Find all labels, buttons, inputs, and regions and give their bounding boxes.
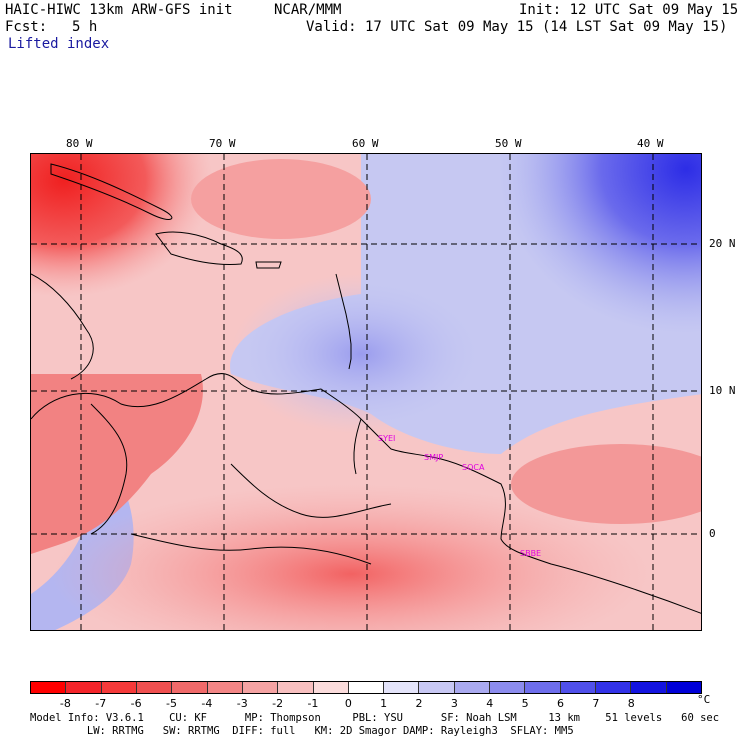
model-info-line1: Model Info: V3.6.1 CU: KF MP: Thompson P…: [30, 712, 720, 724]
colorbar-swatch: [348, 682, 385, 693]
colorbar-tick-label: 0: [344, 697, 352, 710]
colorbar-tick-label: -5: [165, 697, 177, 710]
border-venezuela-guyana: [353, 418, 362, 475]
colorbar-swatch: [419, 682, 455, 693]
colorbar-tick-label: -8: [59, 697, 71, 710]
colorbar-tick-label: 1: [380, 697, 388, 710]
colorbar-swatch: [596, 682, 632, 693]
init-time: Init: 12 UTC Sat 09 May 15: [519, 2, 739, 18]
colorbar-swatch: [560, 682, 596, 693]
colorbar-tick-label: -6: [130, 697, 142, 710]
colorbar-swatch: [313, 682, 349, 693]
organization: NCAR/MMM: [274, 2, 342, 18]
colorbar-tick-label: 8: [627, 697, 635, 710]
model-info-line2: LW: RRTMG SW: RRTMG DIFF: full KM: 2D Sm…: [30, 725, 574, 737]
colorbar-swatch: [66, 682, 102, 693]
station-soca: SOCA: [462, 463, 485, 472]
station-syei: SYEI: [378, 434, 395, 443]
colorbar-swatch: [207, 682, 243, 693]
colorbar-swatch: [454, 682, 491, 693]
coast-puerto-rico: [255, 261, 282, 269]
coast-south-america: [31, 373, 701, 614]
colorbar-swatch: [384, 682, 420, 693]
station-smjp: SMJP: [424, 453, 443, 462]
colorbar-swatch: [101, 682, 137, 693]
colorbar-tick-label: 5: [521, 697, 529, 710]
colorbar-swatch: [525, 682, 561, 693]
coast-cuba: [50, 163, 173, 220]
colorbar-unit: °C: [697, 693, 711, 706]
colorbar-tick-label: -4: [201, 697, 213, 710]
colorbar-tick-label: 3: [450, 697, 458, 710]
colorbar-swatch: [136, 682, 173, 693]
colorbar-swatch: [172, 682, 208, 693]
forecast-label: Fcst:: [5, 19, 48, 35]
stations: SYEI SMJP SOCA SBBE: [378, 434, 541, 558]
colorbar-tick-label: 7: [592, 697, 600, 710]
lat-label-0: 0: [709, 527, 716, 540]
lat-label-20n: 20 N: [709, 237, 736, 250]
colorbar-tick-label: 6: [557, 697, 565, 710]
colorbar-swatch: [631, 682, 667, 693]
border-colombia: [90, 403, 128, 535]
lat-label-10n: 10 N: [709, 384, 736, 397]
colorbar-swatch: [666, 682, 701, 693]
forecast-hours: 5 h: [72, 19, 98, 35]
coastlines: [31, 163, 701, 614]
lon-label-80w: 80 W: [66, 137, 93, 150]
lon-label-50w: 50 W: [495, 137, 522, 150]
border-amazon-1: [230, 463, 392, 518]
lon-label-70w: 70 W: [209, 137, 236, 150]
border-amazon-2: [130, 533, 372, 565]
colorbar-swatch: [242, 682, 279, 693]
colorbar: [30, 681, 702, 694]
lesser-antilles: [335, 273, 352, 370]
colorbar-swatch: [490, 682, 526, 693]
colorbar-swatch: [278, 682, 314, 693]
valid-time: Valid: 17 UTC Sat 09 May 15 (14 LST Sat …: [306, 19, 728, 35]
colorbar-tick-label: 4: [486, 697, 494, 710]
model-title: HAIC-HIWC 13km ARW-GFS init: [5, 2, 233, 18]
colorbar-tick-label: -7: [95, 697, 107, 710]
graticule: [31, 154, 701, 630]
field-name: Lifted index: [8, 36, 110, 52]
unstable-patch-ne: [191, 159, 371, 239]
unstable-north-sa: [31, 374, 203, 554]
lon-label-40w: 40 W: [637, 137, 664, 150]
colorbar-tick-label: 2: [415, 697, 423, 710]
colorbar-tick-label: -2: [272, 697, 284, 710]
lifted-index-map: SYEI SMJP SOCA SBBE: [30, 153, 702, 631]
colorbar-tick-label: -1: [307, 697, 319, 710]
coast-central-america: [31, 273, 94, 380]
colorbar-swatch: [31, 682, 67, 693]
unstable-atlantic-east: [511, 444, 701, 524]
station-sbbe: SBBE: [520, 549, 541, 558]
map-svg: SYEI SMJP SOCA SBBE: [31, 154, 701, 630]
coast-hispaniola: [155, 231, 243, 265]
lon-label-60w: 60 W: [352, 137, 379, 150]
colorbar-tick-label: -3: [236, 697, 248, 710]
